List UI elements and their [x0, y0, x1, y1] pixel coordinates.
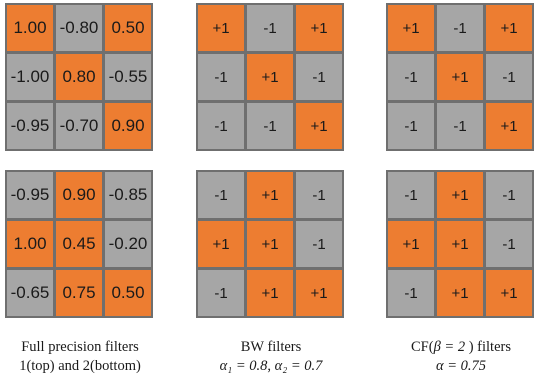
- filter-cell: +1: [296, 5, 342, 51]
- filter-cell: +1: [296, 103, 342, 149]
- full-precision-filter-2: -0.95 0.90 -0.85 1.00 0.45 -0.20 -0.65 0.75 0.50: [5, 170, 153, 318]
- filter-cell: -1: [486, 54, 532, 100]
- filter-cell: -1.00: [7, 54, 53, 100]
- filter-cell: +1: [247, 54, 293, 100]
- filter-cell: -1: [388, 103, 434, 149]
- filter-cell: +1: [437, 54, 483, 100]
- filter-cell: +1: [486, 5, 532, 51]
- filter-cell: 0.75: [56, 270, 102, 316]
- filter-cell: -0.80: [56, 5, 102, 51]
- filter-cell: 0.50: [105, 270, 151, 316]
- filter-cell: -1: [247, 5, 293, 51]
- bw-filter-1: +1 -1 +1 -1 +1 -1 -1 -1 +1: [196, 3, 344, 151]
- cf-caption-line1: CF(β = 2 ) filters: [366, 338, 542, 357]
- cf-filter-2: -1 +1 -1 +1 +1 -1 -1 +1 +1: [386, 170, 534, 318]
- filter-cell: -1: [296, 221, 342, 267]
- filter-cell: +1: [437, 172, 483, 218]
- filter-cell: 1.00: [7, 5, 53, 51]
- full-precision-caption-line2: 1(top) and 2(bottom): [19, 358, 141, 374]
- filter-cell: -0.85: [105, 172, 151, 218]
- bw-alpha1: α₁ = 0.8: [219, 358, 268, 374]
- filter-cell: -1: [247, 103, 293, 149]
- filter-cell: +1: [247, 270, 293, 316]
- filter-cell: -0.95: [7, 172, 53, 218]
- filter-cell: -1: [198, 103, 244, 149]
- filter-cell: +1: [486, 270, 532, 316]
- filter-cell: -0.55: [105, 54, 151, 100]
- bw-filter-2: -1 +1 -1 +1 +1 -1 -1 +1 +1: [196, 170, 344, 318]
- filter-cell: -1: [388, 172, 434, 218]
- cf-filter-1: +1 -1 +1 -1 +1 -1 -1 -1 +1: [386, 3, 534, 151]
- filter-cell: -1: [198, 172, 244, 218]
- filter-cell: -0.70: [56, 103, 102, 149]
- filter-cell: -1: [388, 270, 434, 316]
- bw-caption-line2: α₁ = 0.8, α₂ = 0.7: [176, 357, 366, 376]
- filter-cell: 0.90: [105, 103, 151, 149]
- filter-cell: -1: [486, 221, 532, 267]
- filter-cell: -1: [198, 270, 244, 316]
- bw-separator: ,: [267, 358, 275, 374]
- filter-cell: 0.45: [56, 221, 102, 267]
- bw-caption: BW filters α₁ = 0.8, α₂ = 0.7: [176, 338, 366, 376]
- filter-cell: +1: [198, 5, 244, 51]
- filter-cell: +1: [247, 172, 293, 218]
- full-precision-caption: Full precision filters 1(top) and 2(bott…: [0, 338, 175, 376]
- filter-cell: 0.90: [56, 172, 102, 218]
- filter-cell: -1: [437, 103, 483, 149]
- bw-caption-line1: BW filters: [240, 339, 302, 355]
- cf-caption: CF(β = 2 ) filters α = 0.75: [366, 338, 542, 376]
- filter-cell: 0.80: [56, 54, 102, 100]
- filter-cell: -1: [198, 54, 244, 100]
- bw-alpha2: α₂ = 0.7: [274, 358, 323, 374]
- filter-cell: -1: [486, 172, 532, 218]
- cf-prefix: CF(: [411, 339, 434, 355]
- full-precision-filter-1: 1.00 -0.80 0.50 -1.00 0.80 -0.55 -0.95 -0.70 0.9…: [5, 3, 153, 151]
- filter-cell: -0.95: [7, 103, 53, 149]
- filter-cell: +1: [247, 221, 293, 267]
- filter-cell: +1: [437, 270, 483, 316]
- filter-cell: -1: [296, 54, 342, 100]
- cf-suffix: ) filters: [465, 339, 511, 355]
- filter-cell: 0.50: [105, 5, 151, 51]
- filter-cell: +1: [486, 103, 532, 149]
- filter-cell: +1: [198, 221, 244, 267]
- cf-beta: β = 2: [433, 339, 466, 355]
- filter-cell: +1: [296, 270, 342, 316]
- filter-cell: 1.00: [7, 221, 53, 267]
- filter-cell: -1: [437, 5, 483, 51]
- cf-alpha: α = 0.75: [435, 358, 487, 374]
- filter-cell: +1: [388, 221, 434, 267]
- full-precision-caption-line1: Full precision filters: [21, 339, 139, 355]
- filter-cell: +1: [388, 5, 434, 51]
- filter-cell: -0.65: [7, 270, 53, 316]
- cf-caption-line2: α = 0.75: [366, 357, 542, 376]
- filter-cell: -0.20: [105, 221, 151, 267]
- filter-cell: -1: [388, 54, 434, 100]
- filter-cell: +1: [437, 221, 483, 267]
- filter-cell: -1: [296, 172, 342, 218]
